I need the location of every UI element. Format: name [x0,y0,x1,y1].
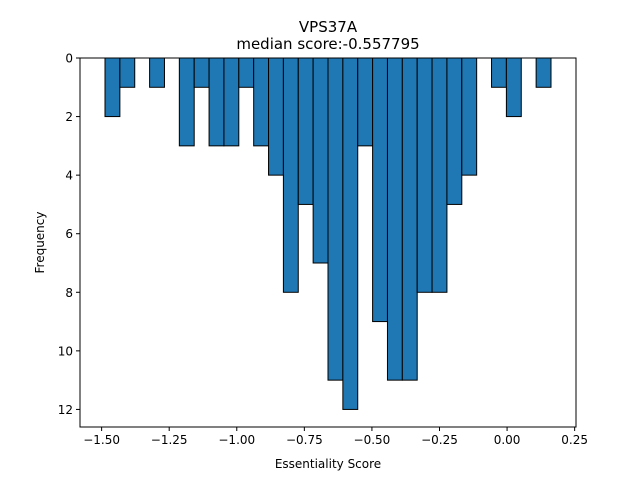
histogram-bar [431,57,448,293]
histogram-bar [193,57,210,88]
y-tick-label: 2 [65,110,73,124]
histogram-bar [282,57,299,293]
y-tick-label: 10 [58,344,73,358]
histogram-bar [297,57,314,205]
histogram-bar [253,57,270,147]
histogram-bar [149,57,165,88]
histogram-bar [446,57,463,205]
x-tick-label: −1.25 [151,433,188,447]
histogram-bar [505,57,522,118]
x-tick-label: −1.50 [83,433,120,447]
histogram-bar [238,57,255,88]
x-tick-label: −0.75 [286,433,323,447]
histogram-bar [535,57,552,88]
y-tick-label: 12 [58,403,73,417]
x-axis-label: Essentiality Score [275,457,381,471]
y-tick-label: 6 [65,227,73,241]
histogram-bar [208,57,225,147]
y-axis-ticks: 0 2 4 6 8 10 12 [58,52,80,417]
plot-frame [79,57,577,428]
histogram-bar [357,57,374,147]
chart-subtitle: median score:-0.557795 [236,35,419,53]
histogram-bar [119,57,136,88]
bars-group [104,57,552,410]
y-tick-label: 4 [65,169,73,183]
x-tick-label: 0.25 [561,433,588,447]
histogram-bar [223,57,240,147]
x-tick-label: −0.50 [354,433,391,447]
chart-title: VPS37A [299,18,358,36]
histogram-bar [491,57,507,88]
histogram-bar [461,57,478,176]
x-tick-label: 0.00 [494,433,521,447]
y-tick-label: 0 [65,52,73,66]
histogram-bar [268,57,284,176]
histogram-bar [386,57,403,381]
histogram-bar [104,57,121,118]
histogram-bar [416,57,433,293]
histogram-bar [401,57,418,381]
histogram-bar [312,57,329,264]
histogram-bar [327,57,344,381]
histogram-bar [342,57,359,410]
x-tick-label: −0.25 [421,433,458,447]
histogram-bar [178,57,195,147]
x-tick-label: −1.00 [218,433,255,447]
y-tick-label: 8 [65,286,73,300]
histogram-bar [372,57,388,323]
y-axis-label: Frequency [33,212,47,274]
x-axis-ticks: −1.50 −1.25 −1.00 −0.75 −0.50 −0.25 0.00 0.25 [83,427,588,447]
